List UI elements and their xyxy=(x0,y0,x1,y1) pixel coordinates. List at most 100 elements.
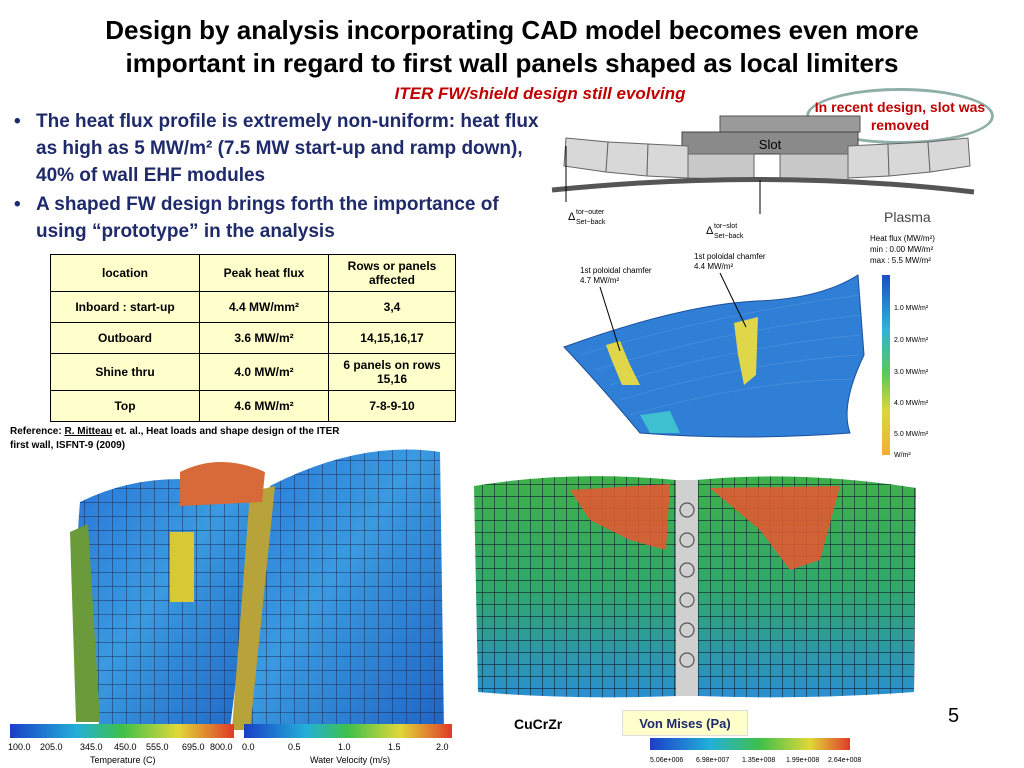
von-mises-label: Von Mises (Pa) xyxy=(622,710,748,736)
heat-flux-plot: Heat flux (MW/m²) min : 0.00 MW/m² max :… xyxy=(563,235,935,459)
column-header: Rows or panels affected xyxy=(328,254,456,292)
panel-surface xyxy=(563,274,865,438)
stress-tick: 2.64e+008 xyxy=(828,757,861,764)
stress-tick: 5.06e+006 xyxy=(650,757,683,764)
chamfer1-value: 4.7 MW/m² xyxy=(580,276,619,285)
table-header-row: location Peak heat flux Rows or panels a… xyxy=(50,254,456,292)
slot-top-block xyxy=(719,115,861,133)
stress-tick: 6.98e+007 xyxy=(696,757,729,764)
hot-region xyxy=(180,462,265,506)
chamfer2-label: 1st poloidal chamfer xyxy=(694,252,766,261)
stress-fea-model xyxy=(474,476,916,698)
material-label: CuCrZr xyxy=(514,716,563,732)
table-row: Top 4.6 MW/m² 7-8-9-10 xyxy=(50,390,456,422)
bullet-dot-icon: • xyxy=(14,111,21,132)
delta-outer-sup: tor−outer xyxy=(576,209,605,216)
table-row: Outboard 3.6 MW/m² 14,15,16,17 xyxy=(50,322,456,354)
temperature-gradient xyxy=(10,724,234,738)
delta-slot-sub: Set−back xyxy=(714,233,744,240)
temperature-tick: 345.0 xyxy=(80,742,103,752)
velocity-tick: 0.5 xyxy=(288,742,301,752)
column-header: Peak heat flux xyxy=(199,254,329,292)
velocity-tick: 1.0 xyxy=(338,742,351,752)
temperature-colorbar: 100.0 205.0 345.0 450.0 555.0 695.0 800.… xyxy=(8,724,234,765)
temperature-tick: 555.0 xyxy=(146,742,169,752)
table-cell: Outboard xyxy=(50,322,200,354)
callout-text: In recent design, slot was removed xyxy=(814,99,986,133)
column-header: location xyxy=(50,254,200,292)
reference-author: R. Mitteau xyxy=(64,426,113,437)
cool-zone xyxy=(640,411,680,433)
velocity-tick: 1.5 xyxy=(388,742,401,752)
left-panel-segments xyxy=(563,137,755,181)
stress-colorbar: 5.06e+006 6.98e+007 1.35e+008 1.99e+008 … xyxy=(650,738,861,764)
slot-block xyxy=(681,131,859,155)
table-cell: Shine thru xyxy=(50,353,200,391)
left-blade-mesh xyxy=(77,479,260,730)
title-line-2: important in regard to first wall panels… xyxy=(125,48,899,78)
hotspot-left xyxy=(606,341,640,385)
right-stress-mesh xyxy=(696,476,916,698)
subtitle: ITER FW/shield design still evolving xyxy=(394,84,686,103)
slot-fasteners xyxy=(679,502,695,668)
table-row: Shine thru 4.0 MW/m² 6 panels on rows 15… xyxy=(50,353,456,391)
bullet-list: • The heat flux profile is extremely non… xyxy=(14,108,554,247)
left-high-stress xyxy=(570,484,670,550)
heat-flux-table: location Peak heat flux Rows or panels a… xyxy=(50,254,456,422)
temperature-tick: 205.0 xyxy=(40,742,63,752)
delta-slot-sup: tor−slot xyxy=(714,223,737,230)
bullet-dot-icon: • xyxy=(14,194,21,215)
plasma-boundary xyxy=(551,176,975,195)
chamfer1-label: 1st poloidal chamfer xyxy=(580,266,652,275)
temperature-tick: 450.0 xyxy=(114,742,137,752)
delta-outer-sub: Set−back xyxy=(576,219,606,226)
table-cell: 7-8-9-10 xyxy=(328,390,456,422)
page-number: 5 xyxy=(948,705,960,727)
velocity-tick: 2.0 xyxy=(436,742,449,752)
table-cell: 4.6 MW/m² xyxy=(199,390,329,422)
table-row: Inboard : start-up 4.4 MW/mm² 3,4 xyxy=(50,291,456,323)
heatflux-tick: 5.0 MW/m² xyxy=(894,431,929,438)
heatflux-legend-title: Heat flux (MW/m²) xyxy=(870,235,935,243)
temperature-tick: 800.0 xyxy=(210,742,233,752)
velocity-label: Water Velocity (m/s) xyxy=(310,755,390,765)
delta-slot-symbol: Δ xyxy=(706,225,714,237)
slot-label: Slot xyxy=(759,137,782,152)
velocity-tick: 0.0 xyxy=(242,742,255,752)
warm-region xyxy=(170,532,194,602)
heatflux-tick: 3.0 MW/m² xyxy=(894,369,929,376)
temperature-tick: 695.0 xyxy=(182,742,205,752)
stress-tick: 1.35e+008 xyxy=(742,757,775,764)
heatflux-colorbar xyxy=(882,275,890,455)
slide-title: Design by analysis incorporating CAD mod… xyxy=(20,14,1004,80)
heatflux-tick: 2.0 MW/m² xyxy=(894,337,929,344)
plasma-label: Plasma xyxy=(884,209,931,225)
table-cell: Top xyxy=(50,390,200,422)
heatflux-tick: 1.0 MW/m² xyxy=(894,305,929,312)
heatflux-tick: W/m² xyxy=(894,452,911,459)
temperature-label: Temperature (C) xyxy=(90,755,156,765)
table-cell: 4.4 MW/mm² xyxy=(199,291,329,323)
heatflux-max: max : 5.5 MW/m² xyxy=(870,256,931,265)
slot-diagram: Slot Plasma Δ tor−outer Set−back Δ tor−s… xyxy=(551,115,975,240)
reference-note: Reference: R. Mitteau et. al., Heat load… xyxy=(10,425,355,453)
cooling-pipes xyxy=(70,524,100,722)
table-cell: 3.6 MW/m² xyxy=(199,322,329,354)
bullet-item: • The heat flux profile is extremely non… xyxy=(14,108,554,189)
surface-mesh xyxy=(579,294,861,416)
hotspot-right xyxy=(734,317,758,385)
heatflux-min: min : 0.00 MW/m² xyxy=(870,245,933,254)
reference-prefix: Reference: xyxy=(10,426,65,437)
bullet-text: A shaped FW design brings forth the impo… xyxy=(36,194,499,242)
temperature-fea-model xyxy=(70,449,444,732)
velocity-gradient xyxy=(244,724,452,738)
table-cell: 14,15,16,17 xyxy=(328,322,456,354)
stress-tick: 1.99e+008 xyxy=(786,757,819,764)
left-panel-body xyxy=(70,449,444,732)
stress-gradient xyxy=(650,738,850,750)
table-cell: Inboard : start-up xyxy=(50,291,200,323)
chamfer1-pointer xyxy=(599,286,621,352)
bullet-item: • A shaped FW design brings forth the im… xyxy=(14,191,554,245)
table-cell: 4.0 MW/m² xyxy=(199,353,329,391)
right-high-stress xyxy=(710,486,840,570)
